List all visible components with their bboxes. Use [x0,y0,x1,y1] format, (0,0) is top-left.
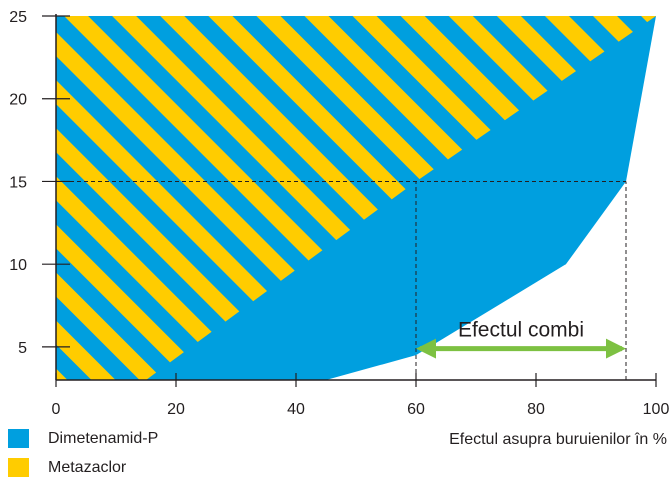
x-tick-label: 0 [52,401,61,418]
y-tick-label: 10 [9,257,27,274]
legend-label-dimetenamid-p: Dimetenamid-P [48,429,159,447]
x-tick-label: 20 [167,401,185,418]
x-axis-label: Efectul asupra buruienilor în % [449,431,667,448]
axes: 5 10 15 20 25 0 20 40 60 80 100 [9,9,669,418]
reference-lines [56,180,627,380]
area-metazaclor [56,16,656,380]
x-tick-label: 80 [527,401,545,418]
annotation: Efectul combi [416,319,626,359]
y-tick-label: 25 [9,9,27,26]
plot-area [56,16,656,380]
legend-swatch-metazaclor [8,458,29,477]
legend-item-dimetenamid-p: Dimetenamid-P [8,429,158,448]
y-tick-label: 15 [9,174,27,191]
annotation-text: Efectul combi [458,319,584,342]
legend-label-metazaclor: Metazaclor [48,458,127,476]
x-tick-label: 60 [407,401,425,418]
x-tick-label: 40 [287,401,305,418]
x-tick-label: 100 [643,401,669,418]
legend-item-metazaclor: Metazaclor [8,458,126,477]
y-tick-label: 20 [9,92,27,109]
legend-swatch-dimetenamid-p [8,429,29,448]
y-tick-label: 5 [18,340,27,357]
